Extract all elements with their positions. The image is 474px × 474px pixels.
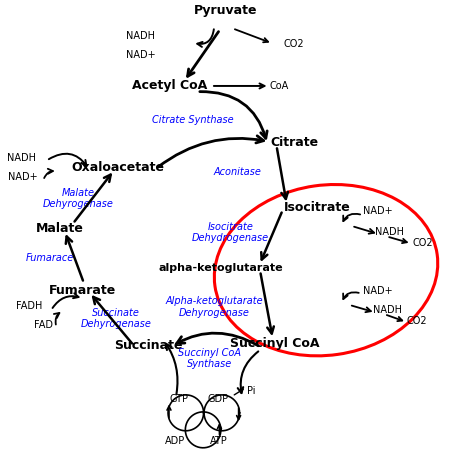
Text: Aconitase: Aconitase	[213, 167, 261, 177]
Text: NADH: NADH	[7, 153, 36, 163]
Text: CO2: CO2	[407, 316, 428, 326]
Text: FADH: FADH	[16, 301, 42, 310]
Text: CO2: CO2	[284, 39, 305, 49]
Text: alpha-ketoglutarate: alpha-ketoglutarate	[158, 263, 283, 273]
Text: Pi: Pi	[246, 386, 255, 396]
Text: Acetyl CoA: Acetyl CoA	[132, 80, 207, 92]
Text: GDP: GDP	[208, 394, 229, 404]
Text: Fumarate: Fumarate	[49, 283, 117, 297]
Text: NAD+: NAD+	[8, 172, 37, 182]
Text: CoA: CoA	[270, 81, 289, 91]
Text: NAD+: NAD+	[126, 50, 155, 60]
Text: ADP: ADP	[165, 436, 186, 446]
Text: Succinate: Succinate	[114, 339, 182, 352]
Text: NADH: NADH	[373, 305, 402, 315]
Text: NADH: NADH	[375, 228, 404, 237]
Text: FAD: FAD	[34, 319, 53, 329]
Text: ATP: ATP	[210, 436, 228, 446]
Text: NAD+: NAD+	[364, 286, 393, 296]
Text: Isocitrate: Isocitrate	[284, 201, 351, 214]
Text: GTP: GTP	[169, 394, 188, 404]
Text: Isocitrate
Dehydrogenase: Isocitrate Dehydrogenase	[191, 221, 269, 243]
Text: NADH: NADH	[127, 31, 155, 41]
Text: Alpha-ketoglutarate
Dehyrogenase: Alpha-ketoglutarate Dehyrogenase	[165, 296, 263, 318]
Text: CO2: CO2	[412, 238, 433, 248]
Text: Oxaloacetate: Oxaloacetate	[72, 161, 164, 173]
Text: NAD+: NAD+	[364, 206, 393, 216]
Text: Pyruvate: Pyruvate	[194, 4, 257, 18]
Text: Succinyl CoA: Succinyl CoA	[230, 337, 319, 350]
Text: Fumarace: Fumarace	[26, 254, 74, 264]
Text: Succinate
Dehyrogenase: Succinate Dehyrogenase	[80, 308, 151, 329]
Text: Citrate: Citrate	[270, 136, 318, 149]
Text: Citrate Synthase: Citrate Synthase	[152, 115, 234, 125]
Text: Succinyl CoA
Synthase: Succinyl CoA Synthase	[178, 348, 241, 369]
Text: Malate
Dehyrogenase: Malate Dehyrogenase	[43, 188, 114, 209]
Text: Malate: Malate	[36, 222, 83, 235]
